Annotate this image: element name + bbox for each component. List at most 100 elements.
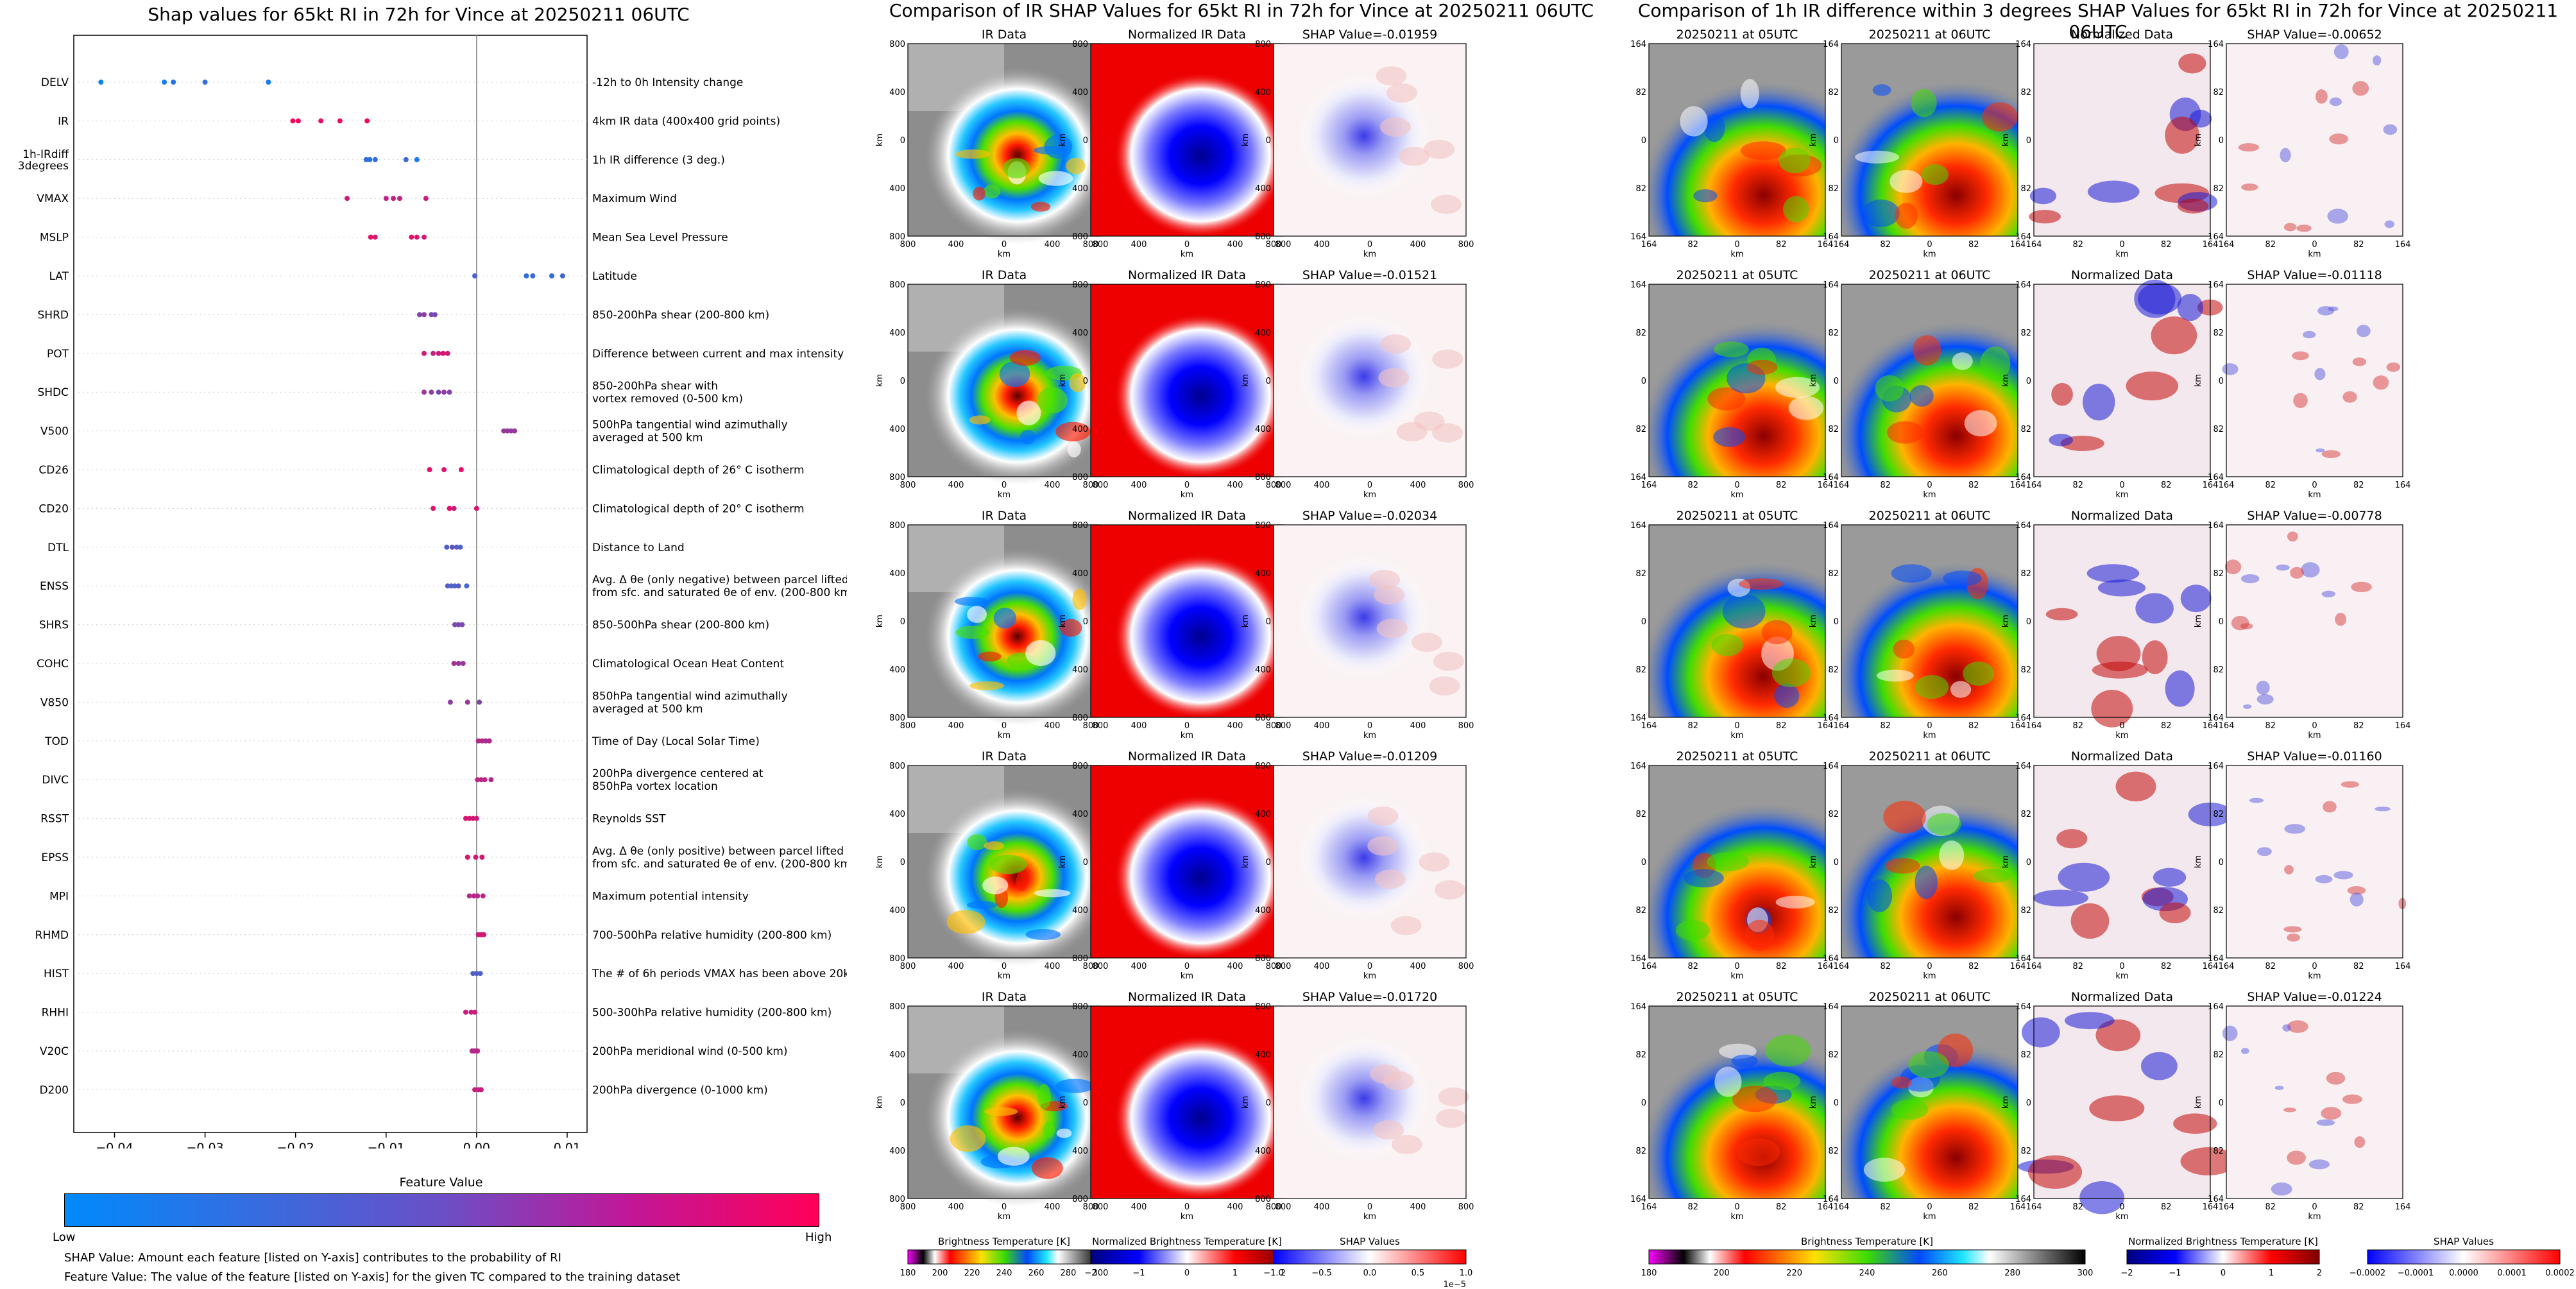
normb-patch [2115, 771, 2156, 802]
x-tick-label: 164 [2219, 240, 2235, 250]
feature-description: Avg. Δ θe (only positive) between parcel… [592, 845, 847, 871]
feature-description: 1h IR difference (3 deg.) [592, 154, 725, 167]
irdiff-shap-frame [2226, 524, 2403, 718]
y-tick-label: 82 [1635, 906, 1646, 916]
y-tick-label: 0 [2219, 617, 2224, 627]
y-tick-label: 164 [1823, 280, 1839, 290]
normb-patch [2070, 903, 2110, 939]
x-tick-label: 164 [1818, 1202, 1834, 1212]
x-tick-label: 82 [2072, 962, 2083, 971]
shap-warm-patch [1374, 585, 1405, 605]
shapb-speck [2271, 1182, 2292, 1196]
y-axis-label: km [2194, 133, 2203, 146]
x-tick-label: 164 [2026, 240, 2042, 250]
feature-description: 200hPa meridional wind (0-500 km) [592, 1045, 788, 1058]
x-tick-label: 82 [1880, 1202, 1891, 1212]
ir-cell [969, 415, 991, 425]
shap-point [508, 428, 514, 434]
x-tick-label: 0 [1184, 962, 1190, 971]
y-tick-label: 82 [2213, 1147, 2224, 1156]
shap-point [409, 234, 414, 240]
x-tick-label: 800 [1266, 481, 1282, 490]
y-tick-label: 82 [2213, 906, 2224, 916]
x-axis-label: km [1923, 971, 1936, 981]
shap-warm-patch [1367, 836, 1399, 856]
x-axis-label: km [1730, 731, 1743, 740]
x-tick-label: 400 [1227, 240, 1243, 250]
zoom-cell [1714, 1066, 1742, 1097]
zoom-cell [1908, 1051, 1949, 1079]
ir-cell [1037, 387, 1068, 414]
x-axis-label: km [2115, 731, 2128, 740]
shap-point [479, 855, 485, 860]
x-tick-label: 400 [1045, 240, 1061, 250]
zoom-cell [1891, 1076, 1912, 1089]
y-axis-label: km [2194, 615, 2203, 627]
irdiff-06utc-frame [1841, 43, 2018, 237]
normb-patch [2022, 1017, 2060, 1048]
x-tick-label: 0 [1734, 1202, 1739, 1212]
x-axis-label: km [2308, 731, 2321, 740]
shap-point [452, 583, 458, 589]
y-tick-label: 164 [1823, 762, 1839, 771]
x-axis-label: km [1363, 971, 1376, 981]
y-tick-label: 400 [889, 88, 905, 98]
y-tick-label: 800 [1072, 1195, 1088, 1204]
x-tick-label: 164 [1818, 240, 1834, 250]
x-tick-label: 82 [1776, 962, 1787, 971]
shap-warm-patch [1411, 633, 1442, 653]
feature-label: POT [47, 348, 69, 361]
x-tick-label: 82 [1968, 1202, 1979, 1212]
x-axis-label: km [1363, 250, 1376, 259]
feature-description: Maximum Wind [592, 192, 677, 205]
irdiff-normalized-title: Normalized Data [2071, 28, 2173, 42]
shap-point [466, 815, 472, 821]
irdiff-05utc-frame [1648, 43, 1826, 237]
x-tick-label: 164 [1818, 481, 1834, 490]
x-tick-label: 800 [1266, 721, 1282, 731]
y-axis-label: km [1623, 374, 1626, 387]
shapb-speck [2398, 898, 2407, 910]
y-axis-label: km [1241, 374, 1250, 387]
irdiff-bt-colorbar-tick-label: 260 [1932, 1268, 1948, 1278]
shap-map-title: SHAP Value=-0.01209 [1302, 749, 1437, 764]
y-tick-label: 82 [1635, 425, 1646, 434]
feature-description: Mean Sea Level Pressure [592, 232, 728, 244]
irdiff-normalized-title: Normalized Data [2071, 749, 2173, 764]
shap-point [454, 544, 459, 550]
ir-cell [1025, 640, 1056, 667]
normalized-ir-title: Normalized IR Data [1128, 28, 1246, 42]
y-tick-label: 164 [2208, 280, 2224, 290]
normb-patch [2165, 670, 2195, 707]
shap-warm-patch [1367, 806, 1399, 826]
shap-warm-patch [1378, 368, 1410, 388]
x-tick-label: 0 [1927, 240, 1932, 250]
shap-map-frame [1273, 524, 1467, 718]
y-tick-label: 0 [1641, 617, 1646, 627]
shap-warm-patch [1432, 423, 1463, 443]
x-tick-label: 82 [2265, 481, 2276, 490]
x-tick-label: −0.02 [277, 1141, 314, 1148]
norm-colorbar-tick-label: 1 [1233, 1268, 1238, 1278]
shapb-speck [2342, 391, 2357, 403]
y-tick-label: 164 [1630, 1002, 1646, 1012]
zoom-cell [1746, 359, 1778, 375]
x-tick-label: 164 [2010, 481, 2026, 490]
shapb-speck [2293, 393, 2308, 409]
shap-blob [1299, 315, 1429, 438]
x-tick-label: 400 [948, 240, 964, 250]
shap-summary-figure: Shap values for 65kt RI in 72h for Vince… [0, 0, 847, 1289]
y-tick-label: 0 [2219, 1098, 2224, 1108]
zoom-cell [1738, 578, 1783, 590]
ir-cell [1002, 158, 1030, 179]
y-tick-label: 82 [1635, 569, 1646, 579]
shap-point [422, 350, 427, 356]
shap-warm-patch [1376, 619, 1408, 638]
normb-patch [2126, 371, 2179, 401]
feature-description: -12h to 0h Intensity change [592, 76, 743, 89]
irdiff-shap-colorbar-tick-label: 0.0000 [2449, 1268, 2478, 1278]
x-tick-label: 0 [1367, 240, 1372, 250]
y-axis-label: km [2194, 374, 2203, 387]
ir-cell [966, 901, 998, 909]
shap-point [488, 777, 494, 783]
